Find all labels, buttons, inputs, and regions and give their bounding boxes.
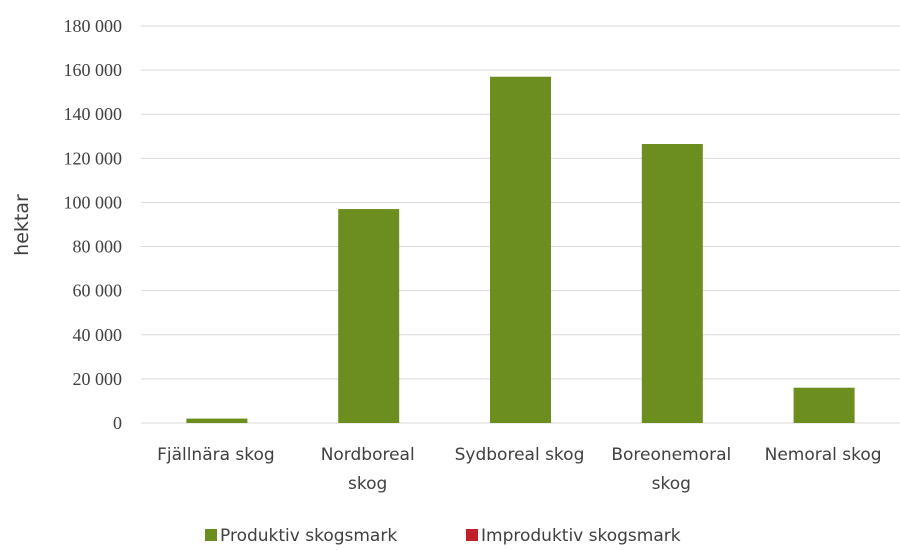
legend-swatch bbox=[466, 529, 478, 541]
legend-swatch bbox=[205, 529, 217, 541]
y-axis-label: hektar bbox=[11, 194, 33, 256]
x-tick-label: Fjällnära skog bbox=[157, 445, 275, 465]
legend-item: Produktiv skogsmark bbox=[205, 526, 397, 546]
legend-label: Improduktiv skogsmark bbox=[481, 526, 681, 546]
y-tick-label: 180 000 bbox=[64, 16, 123, 36]
y-tick-label: 80 000 bbox=[73, 237, 123, 257]
legend-item: Improduktiv skogsmark bbox=[466, 526, 681, 546]
bar-produktiv bbox=[490, 76, 551, 423]
bar-produktiv bbox=[793, 387, 855, 423]
x-axis-ticks: Fjällnära skog Nordboreal skog Sydboreal sk… bbox=[157, 445, 882, 494]
bars bbox=[186, 76, 855, 423]
bar-produktiv bbox=[338, 209, 400, 423]
y-tick-label: 140 000 bbox=[64, 104, 123, 124]
y-tick-label: 40 000 bbox=[73, 325, 123, 345]
y-tick-label: 120 000 bbox=[64, 148, 123, 168]
y-tick-label: 20 000 bbox=[73, 369, 123, 389]
y-tick-label: 100 000 bbox=[64, 192, 123, 212]
legend: Produktiv skogsmark Improduktiv skogsmark bbox=[205, 526, 681, 546]
y-axis-ticks: 0 20 000 40 000 60 000 80 000 100 000 120 000 1… bbox=[64, 16, 123, 433]
x-tick-label: Sydboreal skog bbox=[455, 445, 585, 465]
bar-produktiv bbox=[186, 418, 248, 423]
x-tick-label: Boreonemoral skog bbox=[611, 445, 731, 494]
x-tick-label: Nordboreal skog bbox=[321, 445, 415, 494]
y-tick-label: 60 000 bbox=[73, 281, 123, 301]
legend-label: Produktiv skogsmark bbox=[220, 526, 397, 546]
x-tick-label: Nemoral skog bbox=[765, 445, 882, 465]
y-tick-label: 160 000 bbox=[64, 60, 123, 80]
y-tick-label: 0 bbox=[113, 413, 122, 433]
bar-produktiv bbox=[641, 143, 703, 423]
